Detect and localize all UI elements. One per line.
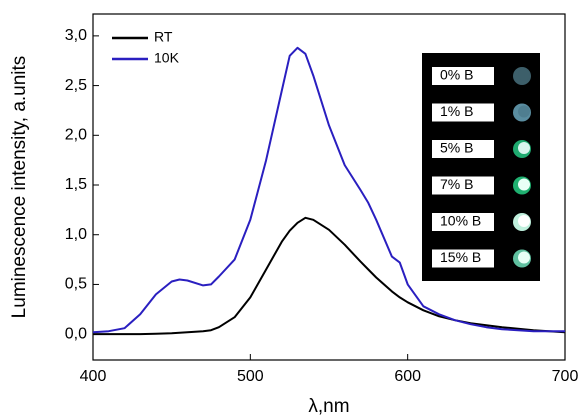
inset-dot-core <box>518 251 530 264</box>
y-tick-label: 2,0 <box>65 127 87 144</box>
inset-label: 7% B <box>440 176 473 192</box>
inset-dot-core <box>518 178 530 191</box>
inset-dot-core <box>518 69 530 81</box>
inset-label-bg <box>432 103 494 122</box>
inset-dot-core <box>518 142 530 154</box>
x-tick-label: 400 <box>80 368 107 385</box>
inset-label-bg <box>432 213 494 231</box>
legend-label: RT <box>154 29 173 45</box>
inset-label: 15% B <box>440 249 481 265</box>
inset-photo <box>422 53 540 281</box>
y-tick-label: 3,0 <box>65 27 87 44</box>
inset-label: 0% B <box>440 67 473 83</box>
inset-label-bg <box>432 249 494 268</box>
y-tick-label: 0,0 <box>65 325 87 342</box>
inset-label-bg <box>432 67 494 85</box>
inset-dot-core <box>518 215 530 227</box>
series-line <box>92 46 565 334</box>
inset-label: 10% B <box>440 213 481 229</box>
y-tick-label: 1,0 <box>65 226 87 243</box>
inset-label-bg <box>432 140 494 158</box>
x-tick-label: 600 <box>394 368 421 385</box>
y-tick-label: 2,5 <box>65 77 87 94</box>
inset-dot-core <box>518 105 530 118</box>
inset-label: 5% B <box>440 140 473 156</box>
y-tick-label: 1,5 <box>65 176 87 193</box>
x-tick-label: 500 <box>237 368 264 385</box>
x-tick-label: 700 <box>552 368 579 385</box>
x-axis-title: λ,nm <box>308 396 349 417</box>
y-axis-title: Luminescence intensity, a.units <box>9 56 30 319</box>
plot-frame <box>92 13 566 361</box>
y-tick-label: 0,5 <box>65 276 87 293</box>
series-line <box>93 216 566 336</box>
inset-label-bg <box>432 176 494 195</box>
legend-label: 10K <box>154 50 180 66</box>
inset-label: 1% B <box>440 103 473 119</box>
